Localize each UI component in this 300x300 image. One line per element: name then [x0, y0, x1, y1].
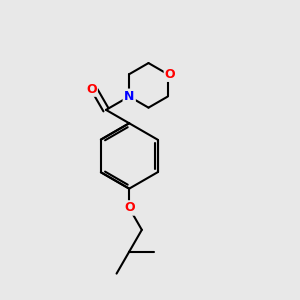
Text: O: O: [86, 82, 97, 96]
Text: N: N: [124, 90, 134, 103]
Text: O: O: [124, 202, 134, 214]
Text: N: N: [124, 90, 134, 103]
Text: O: O: [165, 68, 175, 81]
